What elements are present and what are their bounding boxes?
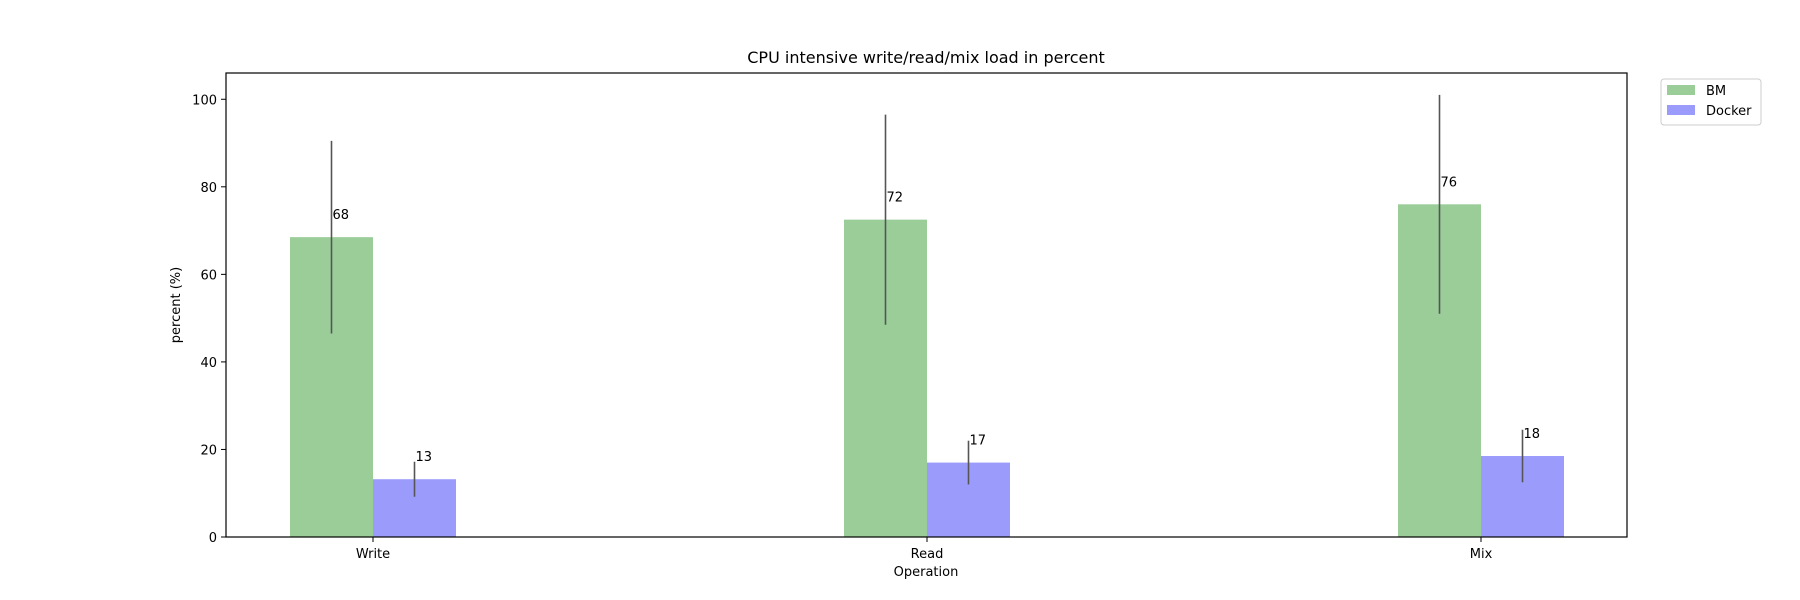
y-tick-label-100: 100	[192, 93, 217, 108]
y-tick-label-60: 60	[200, 268, 217, 283]
bars-layer	[290, 204, 1564, 538]
legend-swatch-bm	[1667, 85, 1695, 95]
x-tick-label-write: Write	[356, 547, 390, 562]
x-tick-label-mix: Mix	[1470, 547, 1493, 562]
data-labels-layer: 68 72 76 13 17 18	[333, 175, 1541, 465]
data-label-docker-write: 13	[416, 450, 433, 465]
y-axis-label: percent (%)	[169, 267, 184, 343]
x-axis: Write Read Mix	[356, 537, 1493, 562]
data-label-bm-mix: 76	[1441, 175, 1458, 190]
y-tick-label-80: 80	[200, 181, 217, 196]
legend: BM Docker	[1660, 78, 1762, 126]
x-tick-label-read: Read	[911, 547, 944, 562]
legend-swatch-docker	[1667, 105, 1695, 115]
data-label-bm-write: 68	[333, 208, 350, 223]
error-bars-layer	[330, 94, 1524, 497]
x-axis-label: Operation	[894, 565, 959, 580]
y-tick-label-40: 40	[200, 356, 217, 371]
data-label-docker-mix: 18	[1524, 427, 1541, 442]
legend-label-docker: Docker	[1706, 104, 1752, 119]
y-axis: 0 20 40 60 80 100	[192, 93, 226, 546]
y-tick-label-0: 0	[209, 531, 217, 546]
y-tick-label-20: 20	[200, 443, 217, 458]
data-label-bm-read: 72	[887, 191, 904, 206]
chart-title: CPU intensive write/read/mix load in per…	[747, 48, 1105, 67]
data-label-docker-read: 17	[970, 434, 987, 449]
legend-label-bm: BM	[1706, 84, 1726, 99]
